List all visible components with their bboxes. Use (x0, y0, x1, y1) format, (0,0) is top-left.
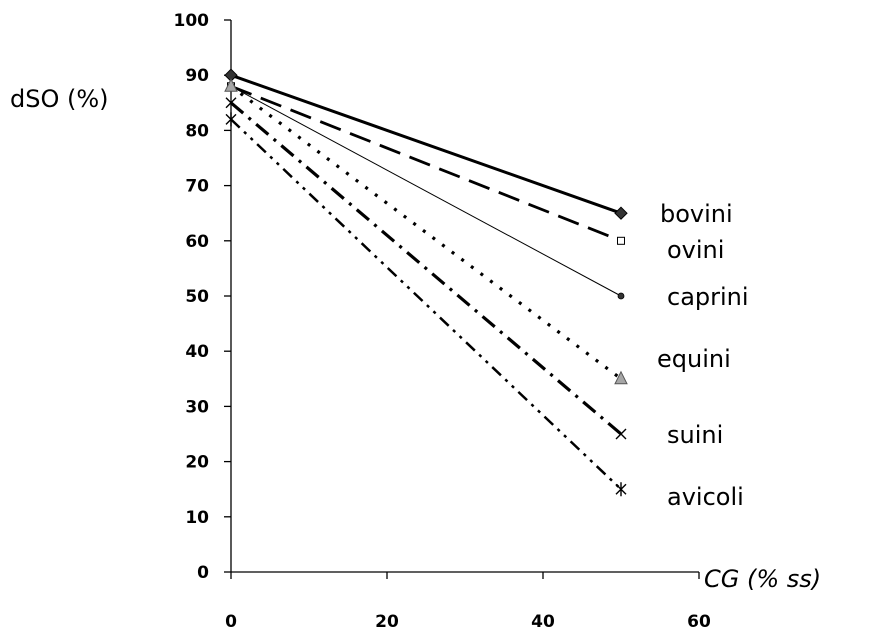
y-tick-label: 100 (174, 11, 210, 31)
y-tick-label: 90 (185, 66, 209, 86)
y-tick-label: 60 (185, 232, 209, 252)
series-label-avicoli: avicoli (667, 483, 744, 511)
series-line-avicoli (230, 118, 622, 491)
data-point-suini (615, 428, 627, 440)
y-tick-label: 80 (185, 121, 209, 141)
series-line-ovini (230, 84, 622, 243)
y-tick-label: 0 (197, 563, 209, 583)
y-tick-labels: 0 10 20 30 40 50 60 70 80 90 100 (174, 11, 210, 583)
series-line-suini (229, 101, 623, 436)
series-lines (229, 73, 623, 491)
y-tick-label: 10 (185, 508, 209, 528)
series-label-ovini: ovini (667, 236, 724, 264)
x-tick-label: 20 (375, 612, 399, 632)
x-axis-title: CG (% ss) (704, 565, 821, 593)
data-point-bovini (614, 206, 628, 220)
series-line-bovini (230, 73, 622, 215)
series-line-caprini (230, 85, 622, 297)
x-tick-label: 60 (687, 612, 711, 632)
series-label-suini: suini (667, 421, 723, 449)
series-label-bovini: bovini (660, 200, 733, 228)
series-line-equini (230, 84, 622, 381)
data-point-avicoli (225, 112, 237, 127)
x-tick-label: 40 (531, 612, 555, 632)
x-tick-label: 0 (225, 612, 237, 632)
data-point-suini (225, 97, 237, 109)
y-tick-label: 40 (185, 342, 209, 362)
data-point-equini (614, 370, 628, 385)
y-tick-label: 30 (185, 397, 209, 417)
data-point-ovini (617, 236, 625, 245)
series-label-equini: equini (657, 345, 731, 373)
y-tick-label: 20 (185, 453, 209, 473)
data-point-caprini (617, 292, 625, 300)
x-tick-labels: 0 20 40 60 (225, 612, 711, 632)
series-markers (224, 68, 628, 497)
y-tick-label: 70 (185, 177, 209, 197)
y-tick-label: 50 (185, 287, 209, 307)
y-axis-title: dSO (%) (10, 85, 109, 113)
data-point-equini (224, 78, 238, 92)
data-point-avicoli (615, 482, 627, 497)
series-label-caprini: caprini (667, 283, 749, 311)
